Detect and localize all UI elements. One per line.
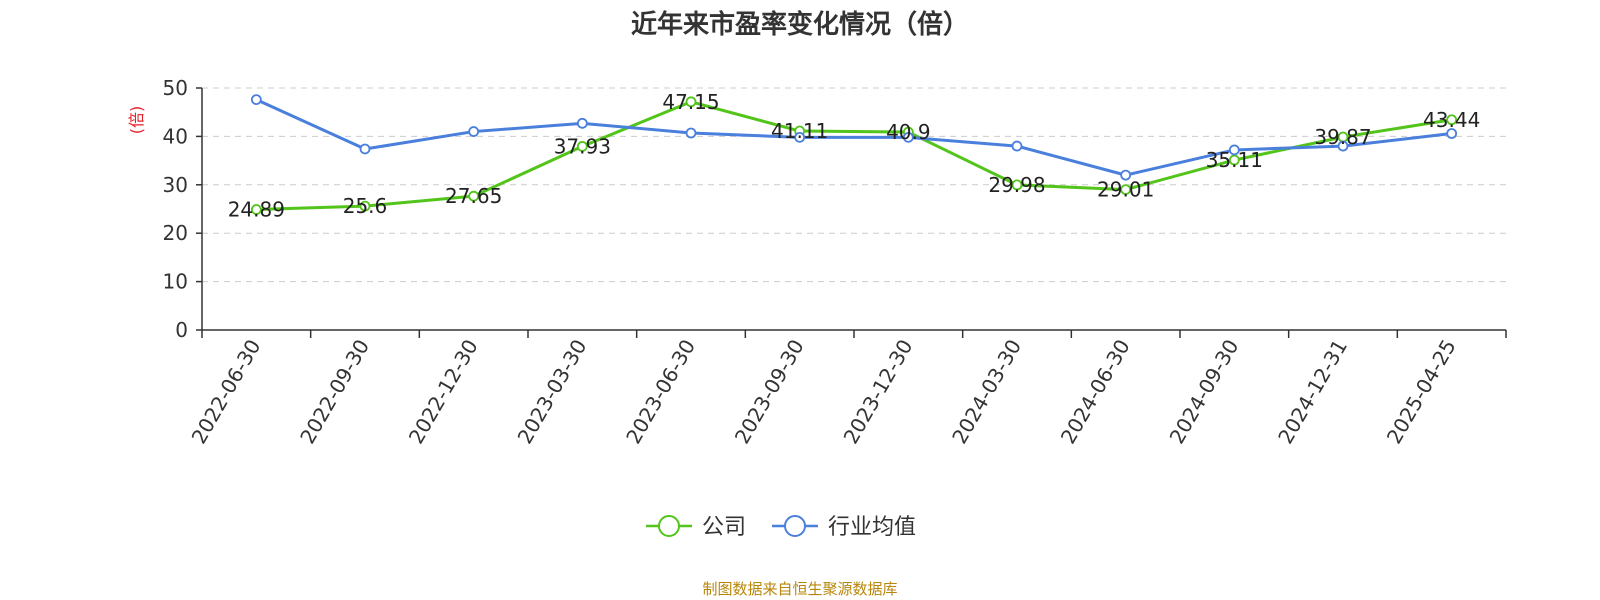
legend-marker [658, 515, 680, 537]
data-point [794, 131, 806, 143]
data-point [1011, 140, 1023, 152]
data-label: 35.11 [1206, 148, 1263, 172]
data-label: 47.15 [662, 90, 719, 114]
legend-item-1[interactable]: 行业均值 [772, 515, 916, 540]
data-point [1446, 128, 1458, 139]
data-point [359, 143, 371, 155]
data-label: 39.87 [1314, 125, 1371, 149]
data-label: 41.11 [771, 119, 828, 143]
source-note: 制图数据来自恒生聚源数据库 [702, 580, 898, 598]
data-point [902, 131, 914, 143]
x-tick-label: 2024-12-31 [1273, 335, 1352, 448]
x-tick-label: 2024-09-30 [1165, 335, 1244, 448]
data-point [1446, 114, 1458, 126]
x-tick-label: 2023-03-30 [513, 335, 592, 448]
x-tick-label: 2024-06-30 [1056, 335, 1135, 448]
data-label: 40.9 [886, 120, 931, 144]
y-tick-label: 20 [163, 221, 188, 245]
data-point [1337, 140, 1349, 152]
data-label: 29.01 [1097, 178, 1154, 202]
legend-marker [784, 515, 806, 537]
legend-label: 行业均值 [828, 515, 916, 540]
x-tick-label: 2024-03-30 [947, 335, 1026, 448]
data-point [250, 94, 262, 106]
data-point [1228, 154, 1240, 166]
series-line-0 [256, 100, 1452, 212]
grid-lines [202, 87, 1506, 283]
data-point [1011, 179, 1023, 191]
series-line-1 [255, 98, 1452, 177]
data-point [468, 190, 480, 202]
x-tick-label: 2025-04-25 [1382, 335, 1461, 448]
series-lines [250, 94, 1458, 215]
chart-title: 近年来市盈率变化情况（倍） [630, 10, 969, 40]
data-point [359, 200, 371, 212]
y-tick-label: 0 [175, 318, 188, 342]
data-label: 25.6 [343, 194, 388, 218]
data-label: 43.44 [1423, 108, 1480, 132]
data-point [1228, 144, 1240, 156]
data-labels: 24.89 25.6 27.65 37.93 47.15 41.11 40.9 29.98 29… [228, 90, 1481, 222]
x-tick-label: 2022-06-30 [187, 335, 266, 448]
data-point [685, 96, 697, 108]
data-label: 24.89 [228, 198, 285, 222]
data-point [250, 204, 262, 215]
x-tick-label: 2023-12-30 [839, 335, 918, 448]
y-tick-label: 50 [163, 76, 188, 100]
y-axis-label: (倍) [127, 106, 146, 135]
data-point [1120, 184, 1132, 195]
data-label: 27.65 [445, 184, 502, 208]
data-point [685, 127, 697, 139]
y-tick-label: 40 [163, 124, 188, 148]
data-point [576, 117, 588, 129]
y-tick-label: 30 [163, 173, 188, 197]
data-point [576, 141, 588, 152]
legend[interactable]: 公司 行业均值 [646, 515, 916, 540]
legend-item-0[interactable]: 公司 [646, 515, 746, 540]
y-tick-label: 10 [163, 270, 188, 294]
data-label: 37.93 [554, 134, 611, 158]
x-tick-label: 2023-09-30 [730, 335, 809, 448]
legend-label: 公司 [702, 515, 746, 540]
data-label: 29.98 [988, 173, 1045, 197]
x-tick-label: 2023-06-30 [621, 335, 700, 448]
x-tick-label: 2022-09-30 [295, 335, 374, 448]
data-point [468, 126, 480, 137]
x-tick-label: 2022-12-30 [404, 335, 483, 448]
data-point [1120, 169, 1132, 181]
